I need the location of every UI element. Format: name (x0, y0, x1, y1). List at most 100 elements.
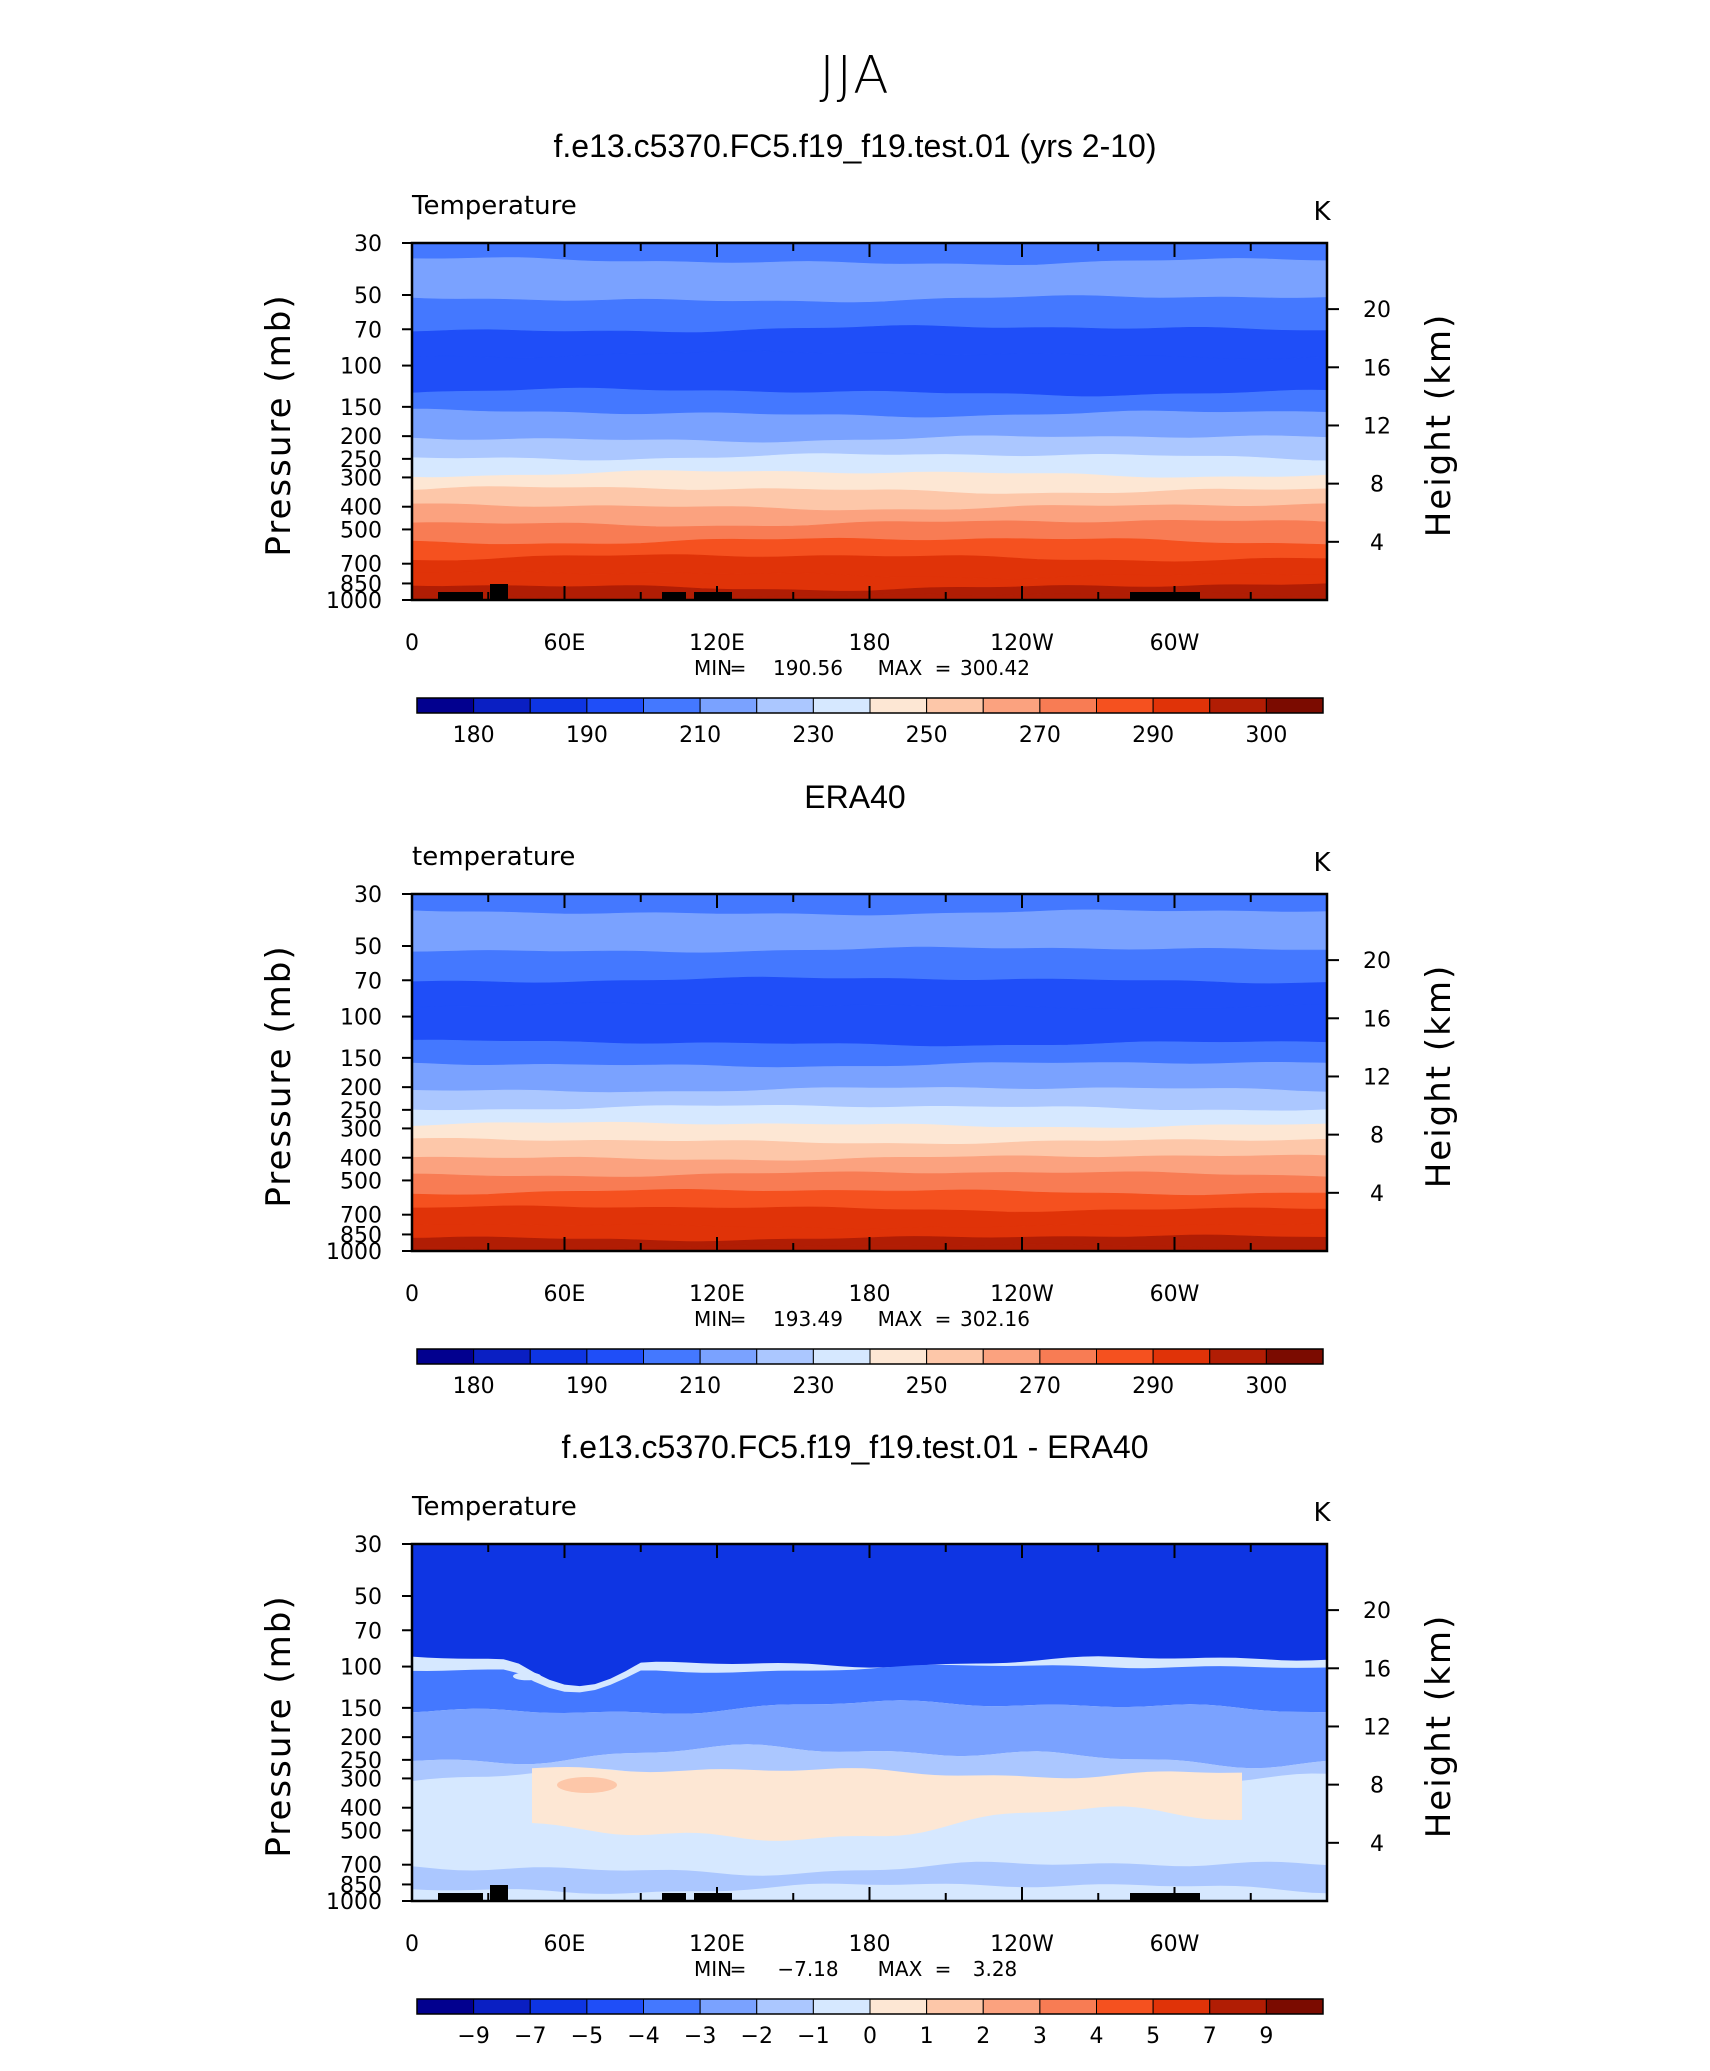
pressure-tick-label: 1000 (326, 1890, 382, 1915)
min-value: 193.49 (773, 1307, 843, 1331)
height-tick-label: 16 (1363, 1657, 1391, 1682)
pressure-tick-label: 300 (340, 466, 382, 491)
lon-tick-label: 0 (405, 1282, 419, 1307)
colorbar-label: −1 (797, 2024, 829, 2049)
y-axis-label: Pressure (mb) (259, 293, 299, 556)
topography (1130, 592, 1200, 600)
min-label: MIN (694, 1957, 732, 1981)
topography (662, 1893, 686, 1901)
y-axis-label-right: Height (km) (1419, 1614, 1459, 1839)
height-tick-label: 12 (1363, 414, 1391, 439)
contour-plot: 3050701001502002503004005007008501000201… (259, 191, 1459, 748)
colorbar-swatch (473, 697, 531, 714)
colorbar-swatch (529, 697, 588, 714)
height-tick-label: 4 (1370, 1832, 1384, 1857)
lon-tick-label: 120E (689, 1282, 745, 1307)
contour-plot: 3050701001502002503004005007008501000201… (259, 842, 1459, 1399)
colorbar-swatch (1096, 1998, 1154, 2015)
colorbar-swatch (1209, 1348, 1267, 1365)
pressure-tick-label: 200 (340, 425, 382, 450)
pressure-tick-label: 300 (340, 1117, 382, 1142)
topography (438, 592, 483, 600)
pressure-tick-label: 850 (340, 572, 382, 597)
pressure-tick-label: 850 (340, 1873, 382, 1898)
colorbar-label: 1 (920, 2024, 934, 2049)
lon-tick-label: 60E (544, 631, 586, 656)
height-tick-label: 16 (1363, 356, 1391, 381)
colorbar-swatch (982, 1348, 1041, 1365)
colorbar-swatch (416, 1998, 475, 2015)
min-value: 190.56 (773, 656, 843, 680)
colorbar-swatch (699, 1998, 758, 2015)
colorbar-swatch (416, 697, 475, 714)
lon-tick-label: 120W (990, 1282, 1054, 1307)
colorbar-swatch (982, 697, 1041, 714)
pressure-tick-label: 500 (340, 1169, 382, 1194)
height-tick-label: 16 (1363, 1007, 1391, 1032)
contour-band (412, 1544, 1327, 1687)
colorbar-swatch (1039, 697, 1097, 714)
colorbar-label: 250 (906, 723, 948, 748)
pressure-tick-label: 150 (340, 396, 382, 421)
pressure-tick-label: 30 (354, 883, 382, 908)
pressure-tick-label: 70 (354, 1619, 382, 1644)
pressure-tick-label: 700 (340, 1204, 382, 1229)
colorbar-swatch (586, 1348, 644, 1365)
pressure-tick-label: 70 (354, 969, 382, 994)
colorbar-swatch (812, 1348, 871, 1365)
panel-model: f.e13.c5370.FC5.f19_f19.test.01 (yrs 2-1… (0, 120, 1710, 770)
colorbar-swatch (1152, 1348, 1211, 1365)
colorbar-label: 270 (1019, 723, 1061, 748)
colorbar-label: 230 (792, 723, 834, 748)
colorbar-label: 270 (1019, 1374, 1061, 1399)
pressure-tick-label: 30 (354, 232, 382, 257)
colorbar-swatch (1209, 1998, 1267, 2015)
variable-label: Temperature (411, 1492, 577, 1522)
colorbar-label: 300 (1245, 723, 1287, 748)
pressure-tick-label: 500 (340, 1819, 382, 1844)
panel-era40: ERA40 30 50 70 100 150 200 250 300 400 500 700 850 1… (0, 771, 1710, 1421)
svg-text:=: = (730, 1957, 747, 1981)
colorbar-swatch (1265, 1998, 1324, 2015)
colorbar-swatch (926, 697, 984, 714)
lon-tick-label: 60W (1150, 1282, 1200, 1307)
lon-tick-label: 180 (849, 1932, 891, 1957)
max-value: 300.42 (960, 656, 1030, 680)
pressure-tick-label: 30 (354, 1533, 382, 1558)
lon-tick-label: 180 (849, 1282, 891, 1307)
lon-tick-label: 120W (990, 631, 1054, 656)
colorbar-label: 250 (906, 1374, 948, 1399)
topography (694, 592, 732, 600)
variable-label: Temperature (411, 191, 577, 221)
units-label: K (1313, 1498, 1331, 1528)
colorbar-swatch (756, 697, 814, 714)
svg-text:=: = (935, 1957, 952, 1981)
y-axis-label-right: Height (km) (1419, 964, 1459, 1189)
height-tick-label: 12 (1363, 1715, 1391, 1740)
contour-band (412, 1039, 1327, 1068)
colorbar-swatch (1152, 1998, 1211, 2015)
colorbar-label: −7 (514, 2024, 546, 2049)
colorbar-swatch (1209, 697, 1267, 714)
pressure-tick-label: 150 (340, 1697, 382, 1722)
max-label: MAX (878, 656, 923, 680)
lon-tick-label: 0 (405, 1932, 419, 1957)
pressure-tick-label: 50 (354, 284, 382, 309)
max-label: MAX (878, 1957, 923, 1981)
colorbar-swatch (812, 1998, 871, 2015)
max-value: 3.28 (973, 1957, 1018, 1981)
colorbar-swatch (869, 1348, 928, 1365)
colorbar-swatch (586, 1998, 644, 2015)
colorbar-swatch (1039, 1348, 1097, 1365)
pressure-tick-label: 250 (340, 448, 382, 473)
colorbar-frame (416, 1998, 1324, 2015)
pressure-tick-label: 250 (340, 1099, 382, 1124)
pressure-tick-label: 50 (354, 1585, 382, 1610)
panel-title: f.e13.c5370.FC5.f19_f19.test.01 (yrs 2-1… (553, 128, 1157, 164)
colorbar-swatch (416, 1348, 475, 1365)
pressure-tick-label: 700 (340, 1854, 382, 1879)
height-tick-label: 20 (1363, 949, 1391, 974)
lon-tick-label: 60W (1150, 631, 1200, 656)
colorbar-swatch (869, 697, 928, 714)
colorbar-label: −3 (684, 2024, 716, 2049)
